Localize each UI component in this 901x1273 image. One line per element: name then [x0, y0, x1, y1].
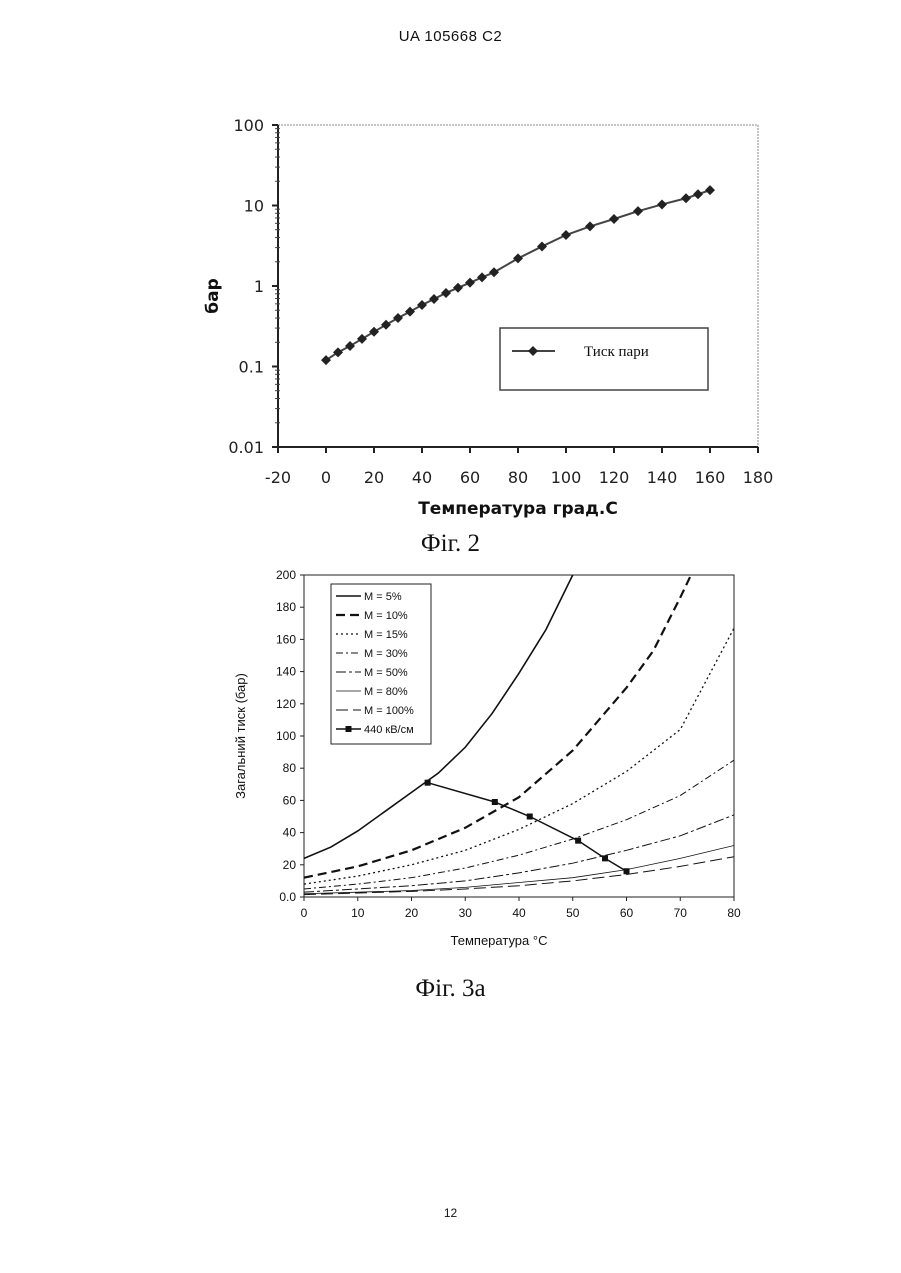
- x-tick-label: 40: [412, 468, 432, 487]
- data-point: [537, 241, 547, 251]
- series-line-7: [428, 783, 627, 872]
- x-tick-label: 20: [364, 468, 384, 487]
- x-tick-label: -20: [265, 468, 291, 487]
- y-tick-label: 160: [276, 632, 296, 646]
- legend-label: M = 10%: [364, 610, 408, 622]
- data-point: [693, 189, 703, 199]
- x-tick-label: 60: [460, 468, 480, 487]
- x-tick-label: 40: [512, 906, 526, 920]
- legend-label: Тиск пари: [584, 344, 649, 360]
- data-point: [357, 334, 367, 344]
- x-tick-label: 120: [599, 468, 630, 487]
- data-point: [492, 799, 498, 805]
- legend-label: 440 кВ/см: [364, 724, 414, 736]
- x-tick-label: 60: [620, 906, 634, 920]
- data-point: [624, 868, 630, 874]
- y-tick-label: 120: [276, 697, 296, 711]
- legend-label: M = 80%: [364, 686, 408, 698]
- data-point: [441, 288, 451, 298]
- x-tick-label: 70: [674, 906, 688, 920]
- x-tick-label: 80: [508, 468, 528, 487]
- data-point: [417, 300, 427, 310]
- data-point: [381, 320, 391, 330]
- y-tick-label: 200: [276, 568, 296, 582]
- y-tick-label: 100: [233, 116, 264, 135]
- data-point: [527, 814, 533, 820]
- fig3a-caption: Фіг. 3а: [0, 975, 901, 1003]
- x-tick-label: 30: [459, 906, 473, 920]
- y-tick-label: 100: [276, 729, 296, 743]
- plot-frame: [278, 125, 758, 447]
- y-tick-label: 0.01: [228, 438, 264, 457]
- x-tick-label: 20: [405, 906, 419, 920]
- data-point: [657, 199, 667, 209]
- data-point: [477, 272, 487, 282]
- data-point: [321, 355, 331, 365]
- page-number: 12: [0, 1206, 901, 1220]
- x-tick-label: 80: [727, 906, 741, 920]
- y-axis-title: бар: [203, 278, 223, 314]
- data-point: [405, 307, 415, 317]
- y-tick-label: 20: [283, 858, 297, 872]
- data-point: [333, 347, 343, 357]
- data-point: [681, 193, 691, 203]
- x-tick-label: 180: [743, 468, 774, 487]
- x-tick-label: 160: [695, 468, 726, 487]
- y-tick-label: 80: [283, 761, 297, 775]
- data-point: [561, 230, 571, 240]
- y-tick-label: 140: [276, 665, 296, 679]
- y-tick-label: 0.1: [239, 358, 264, 377]
- y-tick-label: 10: [244, 197, 264, 216]
- data-point: [345, 341, 355, 351]
- x-tick-label: 50: [566, 906, 580, 920]
- x-tick-label: 100: [551, 468, 582, 487]
- y-tick-label: 1: [254, 277, 264, 296]
- series-line-5: [304, 845, 734, 893]
- y-tick-label: 60: [283, 793, 297, 807]
- x-axis-title: Температура град.С: [418, 499, 618, 519]
- x-tick-label: 10: [351, 906, 365, 920]
- y-tick-label: 180: [276, 600, 296, 614]
- fig2-caption: Фіг. 2: [0, 530, 901, 558]
- data-point: [369, 327, 379, 337]
- data-point: [575, 838, 581, 844]
- legend-marker: [346, 726, 352, 732]
- data-point: [393, 313, 403, 323]
- data-point: [453, 283, 463, 293]
- data-point: [585, 221, 595, 231]
- series-line-6: [304, 857, 734, 895]
- y-axis-title: Загальний тиск (бар): [233, 673, 248, 799]
- legend-box: [331, 584, 431, 744]
- data-point: [429, 294, 439, 304]
- x-axis-title: Температура °C: [451, 933, 548, 948]
- data-point: [425, 780, 431, 786]
- data-point: [489, 267, 499, 277]
- legend-label: M = 30%: [364, 648, 408, 660]
- data-point: [609, 214, 619, 224]
- data-point: [602, 855, 608, 861]
- vapor-pressure-chart: 0.01 0.1 1 10 100 -20 0 20 40 60 80 100 120 140 160 180…: [0, 0, 901, 530]
- data-point: [513, 253, 523, 263]
- legend-label: M = 15%: [364, 629, 408, 641]
- x-tick-label: 140: [647, 468, 678, 487]
- series-line-3: [304, 760, 734, 889]
- x-tick-label: 0: [301, 906, 308, 920]
- y-tick-label: 0.0: [279, 890, 296, 904]
- legend-label: M = 50%: [364, 667, 408, 679]
- x-tick-label: 0: [321, 468, 331, 487]
- data-point: [633, 206, 643, 216]
- legend-label: M = 100%: [364, 705, 414, 717]
- data-point: [705, 185, 715, 195]
- y-tick-label: 40: [283, 826, 297, 840]
- total-pressure-chart: 0.0 20 40 60 80 100 120 140 160 180 200 0 10 20 30 40 50…: [0, 560, 901, 960]
- series-line-4: [304, 815, 734, 892]
- legend-label: M = 5%: [364, 591, 402, 603]
- data-point: [465, 278, 475, 288]
